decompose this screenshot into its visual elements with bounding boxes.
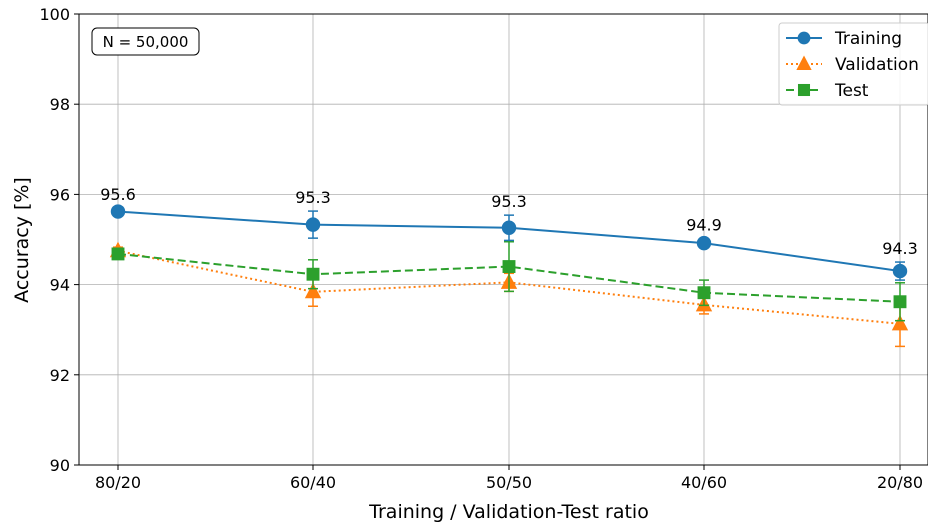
- data-point: [502, 260, 516, 274]
- axis-layer: 90 92 94 96 98 100 80/20 60/40 50/50 40/60 20/80: [39, 5, 923, 492]
- annotation-frame: [91, 27, 200, 56]
- x-tick-label: 20/80: [877, 473, 923, 492]
- x-tick-label: 40/60: [681, 473, 727, 492]
- data-point: [111, 247, 125, 261]
- x-tick-label: 60/40: [290, 473, 336, 492]
- x-tick-label: 50/50: [486, 473, 532, 492]
- data-point: [304, 282, 322, 299]
- legend-items: Training Validation Test: [786, 29, 919, 101]
- legend-label: Test: [834, 81, 869, 101]
- data-label: 94.9: [686, 216, 722, 235]
- data-label: 95.6: [100, 185, 136, 204]
- legend-item-test: Test: [786, 81, 869, 101]
- data-point: [306, 267, 320, 281]
- legend-marker: [796, 55, 812, 71]
- y-tick-label: 98: [50, 95, 70, 114]
- legend-label: Training: [834, 29, 902, 49]
- y-axis-title: Accuracy [%]: [11, 177, 33, 303]
- plot-layer: 95.6 95.3 95.3 94.9 94.3: [100, 185, 918, 348]
- plot-frame: [78, 13, 928, 466]
- x-axis-title: Training / Validation-Test ratio: [368, 501, 649, 523]
- series-training: 95.6 95.3 95.3 94.9 94.3: [100, 185, 918, 281]
- data-point: [891, 314, 909, 331]
- annotation-box: N = 50,000: [91, 27, 200, 56]
- series-test: [111, 241, 907, 322]
- y-tick-label: 100: [39, 5, 70, 24]
- x-tick-label: 80/20: [95, 473, 141, 492]
- data-point: [892, 263, 908, 279]
- legend: Training Validation Test: [778, 22, 928, 106]
- data-point: [893, 295, 907, 309]
- legend-marker: [797, 31, 811, 45]
- legend-item-training: Training: [786, 29, 902, 49]
- y-tick-label: 90: [50, 456, 70, 475]
- data-point: [696, 235, 712, 251]
- legend-marker: [797, 83, 811, 97]
- data-label: 94.3: [882, 239, 918, 258]
- y-tick-label: 96: [50, 185, 70, 204]
- y-tick-label: 92: [50, 366, 70, 385]
- series-line: [117, 252, 901, 303]
- data-label: 95.3: [491, 192, 527, 211]
- legend-frame: [778, 22, 928, 106]
- y-tick-label: 94: [50, 276, 70, 295]
- data-point: [501, 220, 517, 235]
- data-point: [110, 204, 126, 219]
- legend-item-validation: Validation: [786, 55, 919, 75]
- annotation-text: N = 50,000: [103, 33, 189, 51]
- legend-label: Validation: [835, 55, 919, 75]
- data-point: [305, 217, 321, 232]
- data-point: [697, 286, 711, 300]
- data-label: 95.3: [295, 188, 331, 207]
